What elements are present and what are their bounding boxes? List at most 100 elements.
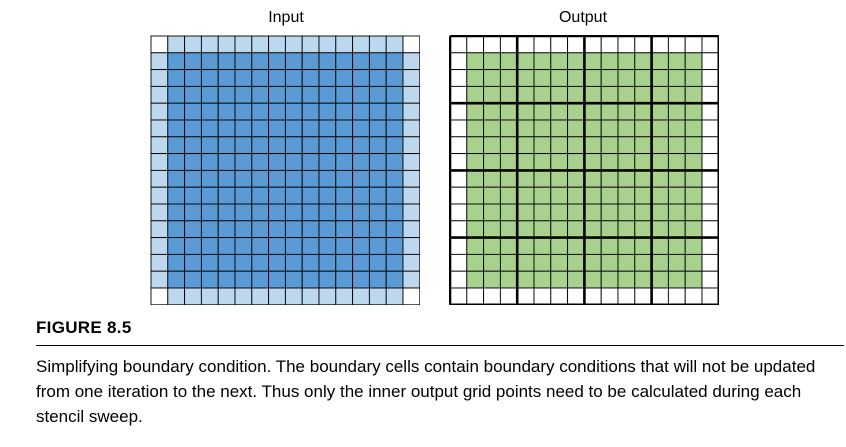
boundary-cell: [701, 153, 719, 171]
inner-cell: [368, 102, 387, 121]
inner-cell: [466, 237, 485, 255]
inner-cell: [268, 153, 286, 171]
inner-cell: [684, 220, 703, 239]
inner-cell: [200, 52, 219, 71]
inner-cell: [251, 85, 270, 104]
inner-cell: [184, 253, 202, 272]
boundary-cell: [449, 253, 468, 272]
boundary-cell: [516, 287, 535, 305]
inner-cell: [550, 220, 569, 239]
inner-cell: [301, 169, 320, 188]
boundary-cell: [251, 35, 270, 54]
boundary-cell: [483, 287, 501, 305]
inner-cell: [634, 237, 653, 255]
inner-cell: [483, 102, 501, 121]
inner-cell: [634, 186, 653, 205]
inner-cell: [550, 270, 569, 289]
boundary-cell: [449, 52, 468, 71]
inner-cell: [466, 220, 485, 239]
inner-cell: [234, 253, 253, 272]
boundary-cell: [368, 35, 387, 54]
inner-cell: [667, 270, 686, 289]
inner-cell: [301, 52, 320, 71]
inner-cell: [200, 237, 219, 255]
inner-cell: [268, 169, 286, 188]
inner-cell: [667, 69, 686, 87]
inner-cell: [234, 102, 253, 121]
inner-cell: [483, 153, 501, 171]
boundary-cell: [268, 287, 286, 305]
inner-cell: [234, 169, 253, 188]
inner-cell: [667, 102, 686, 121]
boundary-cell: [449, 35, 468, 54]
boundary-cell: [402, 253, 420, 272]
inner-cell: [533, 186, 552, 205]
inner-cell: [167, 69, 186, 87]
inner-cell: [251, 237, 270, 255]
inner-cell: [499, 203, 518, 222]
inner-cell: [234, 136, 253, 155]
inner-cell: [284, 85, 303, 104]
inner-cell: [234, 119, 253, 138]
boundary-cell: [385, 35, 404, 54]
boundary-cell: [449, 203, 468, 222]
inner-cell: [318, 153, 337, 171]
boundary-cell: [184, 35, 202, 54]
inner-cell: [251, 220, 270, 239]
inner-cell: [516, 153, 535, 171]
inner-cell: [335, 237, 354, 255]
inner-cell: [567, 52, 585, 71]
boundary-cell: [617, 287, 636, 305]
boundary-cell: [701, 237, 719, 255]
inner-cell: [499, 69, 518, 87]
inner-cell: [567, 220, 585, 239]
inner-cell: [268, 186, 286, 205]
inner-cell: [301, 220, 320, 239]
inner-cell: [385, 203, 404, 222]
inner-cell: [318, 102, 337, 121]
inner-cell: [318, 270, 337, 289]
boundary-cell: [402, 220, 420, 239]
inner-cell: [550, 186, 569, 205]
inner-cell: [499, 136, 518, 155]
inner-cell: [251, 52, 270, 71]
inner-cell: [301, 102, 320, 121]
inner-cell: [533, 102, 552, 121]
inner-cell: [167, 186, 186, 205]
boundary-cell: [701, 119, 719, 138]
inner-cell: [583, 203, 602, 222]
inner-cell: [368, 237, 387, 255]
inner-cell: [499, 186, 518, 205]
boundary-cell: [200, 287, 219, 305]
inner-cell: [617, 52, 636, 71]
inner-cell: [284, 52, 303, 71]
inner-cell: [352, 102, 370, 121]
inner-cell: [184, 186, 202, 205]
boundary-cell: [368, 287, 387, 305]
inner-cell: [335, 186, 354, 205]
inner-cell: [499, 237, 518, 255]
inner-cell: [667, 186, 686, 205]
inner-cell: [600, 220, 619, 239]
inner-cell: [550, 119, 569, 138]
inner-cell: [617, 220, 636, 239]
inner-cell: [466, 102, 485, 121]
boundary-cell: [449, 270, 468, 289]
inner-cell: [634, 102, 653, 121]
inner-cell: [251, 253, 270, 272]
inner-cell: [550, 169, 569, 188]
inner-cell: [483, 169, 501, 188]
inner-cell: [385, 186, 404, 205]
inner-cell: [368, 119, 387, 138]
inner-cell: [284, 237, 303, 255]
inner-cell: [466, 85, 485, 104]
inner-cell: [634, 270, 653, 289]
boundary-cell: [200, 35, 219, 54]
inner-cell: [684, 169, 703, 188]
inner-cell: [284, 186, 303, 205]
inner-cell: [368, 169, 387, 188]
inner-cell: [466, 169, 485, 188]
inner-cell: [234, 186, 253, 205]
inner-cell: [550, 253, 569, 272]
inner-cell: [184, 270, 202, 289]
